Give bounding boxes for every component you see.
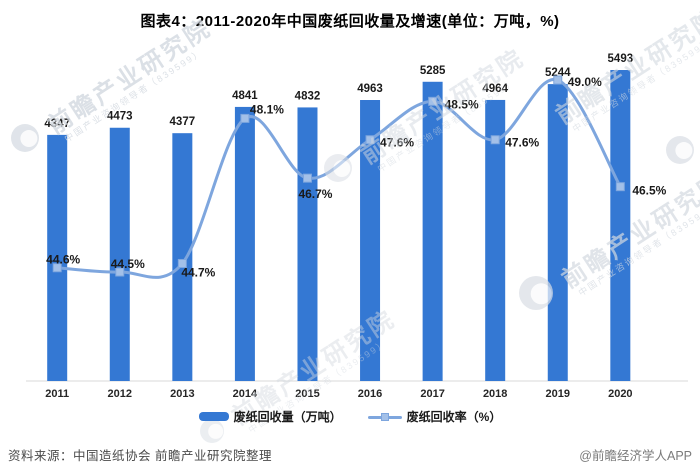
svg-text:5244: 5244 <box>545 67 571 79</box>
svg-text:48.1%: 48.1% <box>250 102 284 116</box>
svg-text:2012: 2012 <box>108 388 132 400</box>
legend-label: 废纸回收率（%） <box>406 410 502 424</box>
svg-text:47.6%: 47.6% <box>380 136 414 150</box>
svg-text:2020: 2020 <box>608 388 632 400</box>
svg-text:44.5%: 44.5% <box>111 257 145 271</box>
svg-text:4841: 4841 <box>232 90 258 102</box>
svg-text:48.5%: 48.5% <box>445 97 479 111</box>
chart-footer: 资料来源：中国造纸协会 前瞻产业研究院整理 @前瞻经济学人APP <box>0 445 700 464</box>
combo-chart-plot-area: 4347 2011 4473 2012 4377 2013 4841 2014 4832 2015… <box>26 53 688 400</box>
svg-text:2019: 2019 <box>546 388 570 400</box>
bar-series-swatch-icon <box>198 412 229 421</box>
svg-text:2014: 2014 <box>233 388 258 400</box>
svg-text:4963: 4963 <box>357 83 383 95</box>
svg-text:2017: 2017 <box>420 388 444 400</box>
svg-text:49.0%: 49.0% <box>568 75 602 89</box>
svg-text:2015: 2015 <box>295 388 319 400</box>
svg-text:4832: 4832 <box>295 90 321 102</box>
legend-item-bar-series: 废纸回收量（万吨） <box>198 408 342 425</box>
svg-text:47.6%: 47.6% <box>505 136 539 150</box>
svg-text:2013: 2013 <box>170 388 194 400</box>
svg-text:5493: 5493 <box>608 53 634 65</box>
svg-text:44.6%: 44.6% <box>46 253 80 267</box>
svg-text:46.5%: 46.5% <box>632 184 666 198</box>
svg-text:2016: 2016 <box>358 388 382 400</box>
data-source-text: 资料来源：中国造纸协会 前瞻产业研究院整理 <box>8 449 272 463</box>
svg-text:4473: 4473 <box>107 111 133 123</box>
legend-label: 废纸回收量（万吨） <box>233 410 342 424</box>
svg-text:46.7%: 46.7% <box>298 187 332 201</box>
svg-text:5285: 5285 <box>420 65 446 77</box>
brand-attribution-text: @前瞻经济学人APP <box>579 449 692 463</box>
svg-text:4377: 4377 <box>170 116 196 128</box>
chart-legend: 废纸回收量（万吨） 废纸回收率（%） <box>0 408 700 425</box>
line-series-swatch-icon <box>367 412 402 422</box>
svg-text:4347: 4347 <box>44 118 70 130</box>
svg-text:44.7%: 44.7% <box>181 265 215 279</box>
chart-title: 图表4：2011-2020年中国废纸回收量及增速(单位：万吨，%) <box>140 13 560 30</box>
legend-item-line-series: 废纸回收率（%） <box>367 408 502 425</box>
svg-text:2018: 2018 <box>483 388 507 400</box>
svg-text:4964: 4964 <box>482 83 508 95</box>
svg-text:2011: 2011 <box>45 388 69 400</box>
